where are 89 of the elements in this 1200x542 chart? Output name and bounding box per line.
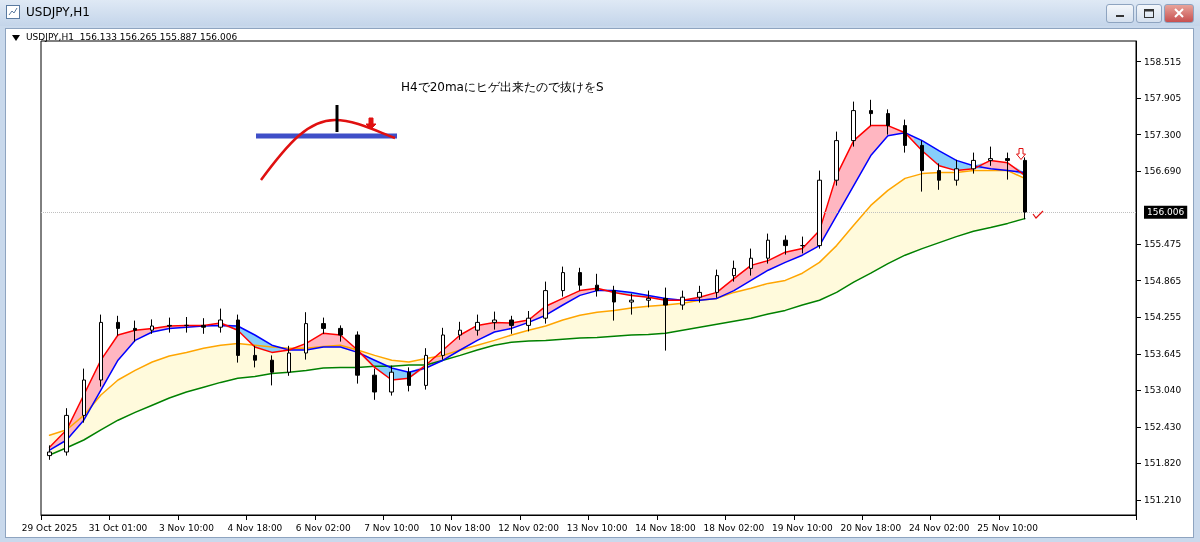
x-tick-label: 24 Nov 02:00	[908, 522, 970, 533]
y-tick-label: 155.475	[1144, 239, 1182, 250]
candlestick	[817, 170, 822, 250]
candlestick	[578, 267, 582, 292]
candlestick	[424, 347, 428, 391]
candlestick	[920, 140, 924, 193]
y-tick-label: 151.820	[1144, 458, 1182, 469]
candlestick	[886, 108, 890, 136]
candlestick	[82, 368, 86, 424]
x-tick-label: 14 Nov 18:00	[635, 522, 697, 533]
candlestick	[321, 317, 326, 335]
candlestick	[287, 345, 291, 377]
candlestick	[218, 308, 223, 334]
chart-subtitle: USDJPY,H1 156.133 156.265 155.887 156.006	[26, 32, 238, 42]
y-tick-label: 157.300	[1144, 129, 1182, 140]
y-tick-label: 157.905	[1144, 93, 1182, 104]
candlestick	[304, 311, 308, 361]
candlestick	[458, 321, 462, 341]
candlestick	[629, 293, 634, 316]
candlestick	[64, 407, 69, 457]
x-tick-label: 18 Nov 02:00	[703, 522, 765, 533]
x-tick-label: 4 Nov 18:00	[227, 522, 283, 533]
candlestick	[389, 365, 394, 397]
candlestick	[971, 152, 976, 175]
candlestick	[150, 318, 154, 335]
x-tick-label: 25 Nov 10:00	[977, 522, 1039, 533]
y-tick-label: 154.255	[1144, 312, 1182, 323]
candlestick	[543, 281, 548, 325]
x-tick-label: 13 Nov 10:00	[566, 522, 628, 533]
candlestick	[338, 324, 343, 343]
y-tick-label: 151.210	[1144, 495, 1182, 505]
y-tick-label: 156.690	[1144, 166, 1182, 177]
y-tick-label: 158.515	[1144, 56, 1182, 67]
candlestick	[903, 119, 907, 154]
x-tick-label: 31 Oct 01:00	[88, 522, 148, 533]
candlestick	[937, 162, 941, 191]
x-tick-label: 19 Nov 10:00	[772, 522, 833, 533]
candlestick	[441, 327, 445, 361]
candlestick	[834, 131, 839, 187]
candlestick	[869, 99, 873, 127]
candlestick	[475, 314, 480, 337]
candlestick	[355, 330, 360, 385]
candlestick	[270, 354, 274, 386]
candlestick	[646, 290, 651, 308]
candlestick	[1023, 156, 1027, 220]
candlestick	[167, 317, 172, 334]
candlestick	[851, 101, 856, 148]
candlestick	[595, 273, 599, 298]
candlestick	[236, 314, 240, 364]
annotation: H4で20maにヒゲ出来たので抜けをS	[401, 79, 604, 96]
candlestick	[697, 285, 702, 304]
candlestick	[526, 310, 531, 332]
candlestick	[766, 233, 770, 265]
candlestick	[749, 248, 753, 277]
candlestick	[133, 320, 137, 343]
candlestick	[184, 316, 189, 334]
candlestick	[407, 366, 411, 392]
candlestick	[954, 159, 959, 187]
candlestick	[988, 146, 993, 167]
x-tick-label: 29 Oct 2025	[21, 522, 78, 533]
x-tick-label: 3 Nov 10:00	[158, 522, 215, 533]
candlestick	[680, 290, 685, 311]
candlestick	[253, 345, 257, 368]
ref-line-label: 156.006	[1147, 207, 1185, 218]
candlestick	[715, 269, 719, 299]
y-tick-label: 153.645	[1144, 348, 1182, 359]
candlestick	[492, 311, 497, 331]
candlestick	[783, 234, 788, 256]
candlestick	[1005, 152, 1010, 181]
candlestick	[372, 368, 377, 401]
x-tick-label: 6 Nov 02:00	[295, 522, 352, 533]
candlestick	[612, 285, 616, 322]
candlestick	[47, 444, 52, 461]
candlestick	[201, 317, 206, 335]
candlestick	[509, 315, 514, 335]
x-tick-label: 10 Nov 18:00	[429, 522, 491, 533]
y-tick-label: 154.865	[1144, 275, 1182, 286]
candlestick	[116, 315, 120, 337]
candlestick	[99, 314, 103, 388]
x-tick-label: 12 Nov 02:00	[498, 522, 560, 533]
candlestick	[800, 236, 805, 254]
y-tick-label: 152.430	[1144, 421, 1182, 432]
candlestick	[663, 287, 668, 352]
chart-title: USDJPY,H1	[26, 5, 90, 19]
candlestick	[732, 260, 736, 283]
candlestick	[561, 266, 565, 298]
x-tick-label: 20 Nov 18:00	[840, 522, 902, 533]
y-tick-label: 153.040	[1144, 385, 1182, 396]
x-tick-label: 7 Nov 10:00	[364, 522, 420, 533]
